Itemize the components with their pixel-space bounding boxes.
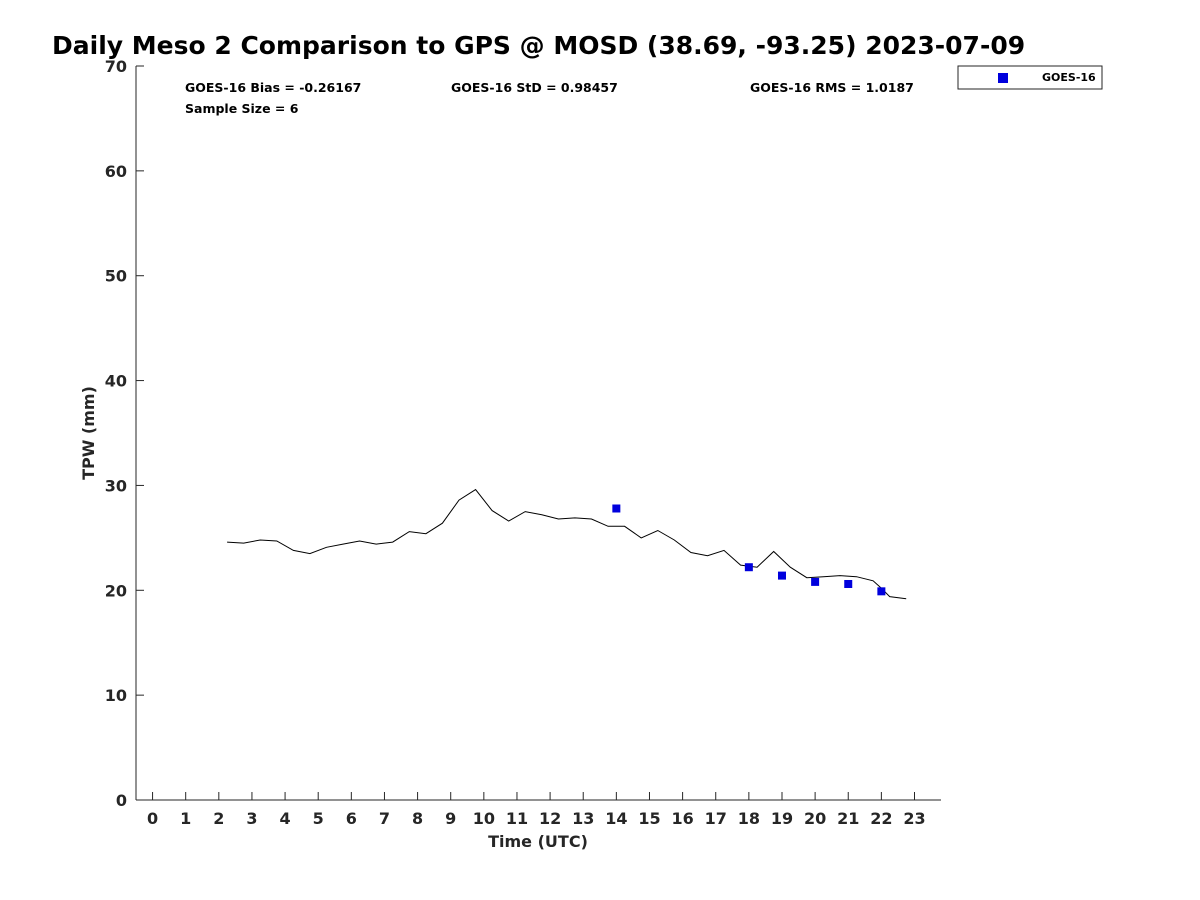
x-ticks: 0 1 2 3 4 5 6 7 8 9 10 11 12 13 14 15 16 17 18 19 20 21 22 23 [147, 792, 926, 828]
x-tick-label: 15 [638, 809, 660, 828]
stat-std: GOES-16 StD = 0.98457 [451, 80, 618, 95]
x-tick-label: 19 [771, 809, 793, 828]
y-tick-label: 20 [105, 581, 127, 600]
x-tick-label: 11 [506, 809, 528, 828]
x-tick-label: 10 [473, 809, 495, 828]
goes16-point [612, 504, 621, 513]
x-tick-label: 17 [705, 809, 727, 828]
goes16-point [877, 587, 886, 596]
x-tick-label: 0 [147, 809, 158, 828]
x-tick-label: 9 [445, 809, 456, 828]
y-axis-label: TPW (mm) [79, 386, 98, 480]
x-tick-label: 16 [671, 809, 693, 828]
x-tick-label: 8 [412, 809, 423, 828]
stat-bias: GOES-16 Bias = -0.26167 [185, 80, 361, 95]
stat-sample-size: Sample Size = 6 [185, 101, 299, 116]
goes16-point [744, 563, 753, 572]
x-axis-label: Time (UTC) [488, 832, 588, 851]
x-tick-label: 21 [837, 809, 859, 828]
x-tick-label: 18 [738, 809, 760, 828]
x-tick-label: 20 [804, 809, 826, 828]
stat-rms: GOES-16 RMS = 1.0187 [750, 80, 914, 95]
x-tick-label: 23 [903, 809, 925, 828]
gps-tpw-line [227, 488, 907, 600]
y-ticks: 0 10 20 30 40 50 60 70 [105, 57, 144, 810]
goes16-point [777, 571, 786, 580]
x-tick-label: 1 [180, 809, 191, 828]
y-tick-label: 60 [105, 162, 127, 181]
x-tick-label: 12 [539, 809, 561, 828]
legend-label-goes16: GOES-16 [1042, 71, 1096, 84]
x-tick-label: 6 [346, 809, 357, 828]
x-tick-label: 22 [870, 809, 892, 828]
legend-box [957, 65, 1103, 90]
x-tick-label: 13 [572, 809, 594, 828]
y-tick-label: 50 [105, 267, 127, 286]
x-tick-label: 14 [605, 809, 627, 828]
gps-line-series [227, 488, 907, 600]
x-tick-label: 7 [379, 809, 390, 828]
y-tick-label: 0 [116, 791, 127, 810]
x-tick-label: 3 [246, 809, 257, 828]
y-tick-label: 70 [105, 57, 127, 76]
goes16-point [811, 577, 820, 586]
goes16-point [844, 579, 853, 588]
x-tick-label: 2 [213, 809, 224, 828]
legend: GOES-16 [957, 65, 1103, 90]
y-tick-label: 30 [105, 476, 127, 495]
y-tick-label: 10 [105, 686, 127, 705]
goes16-scatter-series [612, 504, 886, 596]
x-tick-label: 5 [313, 809, 324, 828]
x-tick-label: 4 [280, 809, 291, 828]
chart-title: Daily Meso 2 Comparison to GPS @ MOSD (3… [52, 31, 1025, 60]
legend-marker-goes16 [998, 73, 1008, 83]
y-tick-label: 40 [105, 372, 127, 391]
